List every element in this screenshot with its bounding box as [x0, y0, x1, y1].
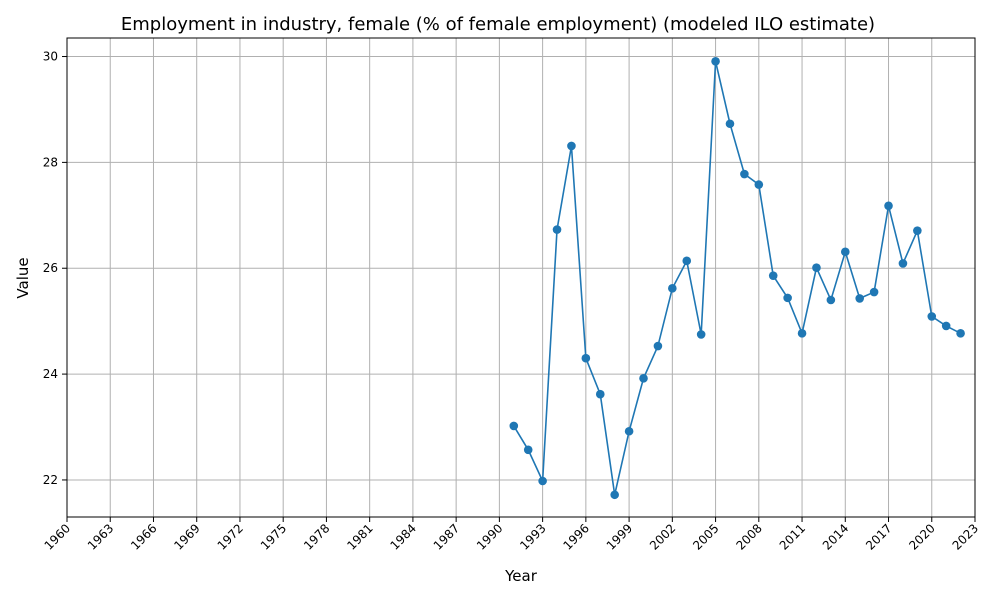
data-point: [725, 119, 735, 129]
y-axis-label: Value: [14, 257, 32, 298]
x-tick-label: 2008: [733, 521, 764, 552]
data-point: [682, 256, 692, 266]
x-axis-label: Year: [504, 567, 538, 585]
data-point: [898, 259, 908, 268]
data-points: [509, 56, 965, 500]
data-point: [826, 295, 836, 305]
data-point: [711, 56, 720, 66]
y-tick-label: 28: [43, 155, 58, 169]
data-point: [610, 490, 619, 500]
x-tick-label: 2002: [647, 521, 678, 552]
series-line: [513, 61, 961, 495]
y-tick-label: 30: [43, 50, 58, 64]
data-point: [855, 294, 864, 303]
x-tick-label: 1978: [301, 521, 332, 552]
x-tick-label: 2020: [906, 521, 937, 552]
y-axis-ticks: 22 24 26 28 30: [43, 50, 67, 487]
data-point: [581, 353, 591, 363]
x-tick-label: 2011: [777, 521, 808, 552]
x-tick-label: 1984: [388, 521, 419, 552]
data-point: [754, 180, 764, 189]
chart-title: Employment in industry, female (% of fem…: [121, 14, 875, 35]
x-tick-label: 1975: [258, 521, 289, 552]
grid-lines: [66, 38, 976, 517]
data-point: [624, 426, 634, 436]
data-point: [783, 293, 792, 303]
x-tick-label: 1981: [344, 521, 375, 552]
data-point: [768, 271, 778, 280]
data-point: [552, 225, 562, 234]
x-tick-label: 1987: [431, 521, 462, 552]
data-point: [797, 329, 807, 338]
data-point: [509, 421, 519, 431]
plot-frame: [66, 37, 976, 518]
data-point: [668, 284, 677, 293]
data-point: [696, 330, 706, 339]
data-point: [653, 341, 663, 351]
data-point: [567, 141, 576, 151]
data-point: [884, 201, 893, 211]
x-tick-label: 1996: [560, 521, 591, 552]
x-tick-label: 1990: [474, 521, 505, 552]
data-point: [956, 329, 965, 338]
x-tick-label: 1969: [171, 521, 202, 552]
data-point: [538, 476, 547, 486]
data-point: [869, 287, 879, 297]
x-axis-ticks: 1960 1963 1966 1969 1972 1975 1978 1981 1984 1987…: [42, 517, 981, 553]
data-point: [639, 374, 648, 383]
data-point: [523, 445, 533, 455]
x-tick-label: 1966: [128, 521, 159, 552]
x-tick-label: 1999: [604, 521, 635, 552]
x-tick-label: 2005: [690, 521, 721, 552]
data-point: [941, 321, 951, 331]
x-tick-label: 1993: [517, 521, 548, 552]
y-tick-label: 22: [43, 473, 58, 487]
x-tick-label: 2017: [863, 521, 894, 552]
y-tick-label: 24: [43, 367, 58, 381]
data-point: [840, 247, 850, 257]
data-point: [595, 389, 605, 399]
series-line-layer: [513, 61, 961, 495]
data-point: [927, 312, 937, 321]
data-point: [913, 226, 922, 235]
x-tick-label: 1963: [85, 521, 116, 552]
x-tick-label: 2014: [820, 521, 851, 552]
data-point: [812, 263, 821, 273]
x-tick-label: 1960: [42, 521, 73, 552]
y-tick-label: 26: [43, 261, 58, 275]
x-tick-label: 2023: [950, 521, 981, 552]
data-point: [740, 169, 749, 179]
x-tick-label: 1972: [215, 521, 246, 552]
